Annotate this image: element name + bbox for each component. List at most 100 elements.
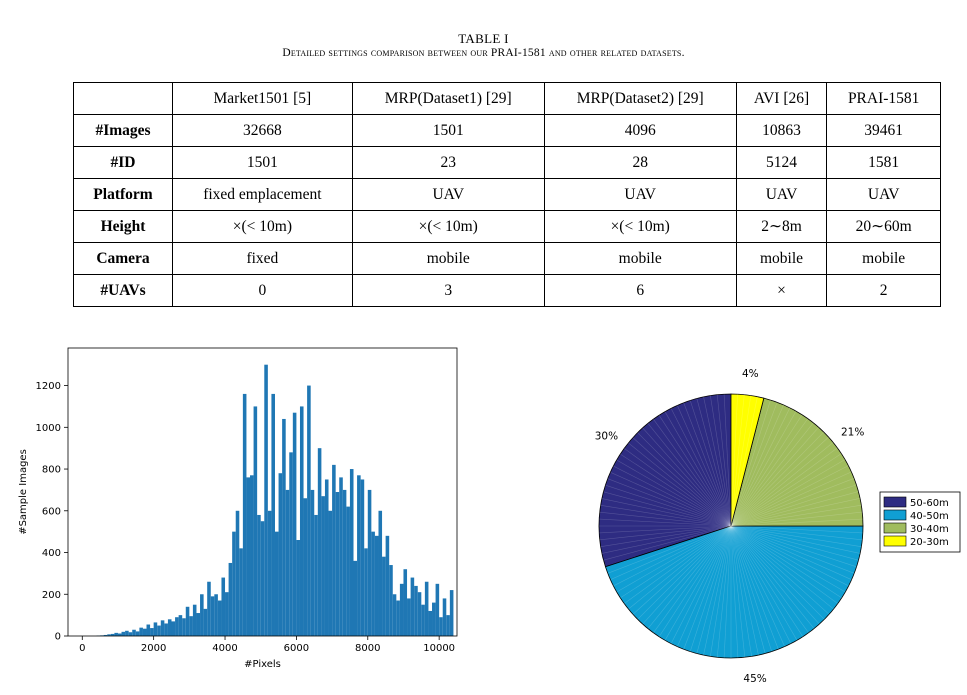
- histogram-bar: [200, 594, 204, 636]
- histogram-bar: [446, 615, 450, 636]
- pie-slice-hatch: [703, 525, 732, 656]
- pie-slice-hatch: [730, 525, 773, 652]
- histogram-bar: [142, 628, 147, 636]
- histogram-bar: [321, 496, 325, 636]
- pie-slice-hatch: [730, 459, 846, 527]
- pie-slice-hatch: [632, 437, 732, 527]
- legend-label: 20-30m: [910, 537, 949, 548]
- pie-slice-hatch: [716, 394, 732, 527]
- pie-slice-hatch: [730, 525, 834, 610]
- histogram-bar: [396, 600, 400, 636]
- histogram-bar: [250, 475, 254, 636]
- table-cell: mobile: [351, 242, 545, 275]
- pie-slice-hatch: [624, 525, 732, 604]
- histogram-bar: [203, 608, 208, 636]
- pie-slice-hatch: [730, 404, 784, 527]
- histogram-bar: [339, 477, 343, 636]
- histogram-bar: [403, 569, 408, 636]
- histogram-bar: [257, 514, 261, 636]
- pie-slice-hatch: [730, 525, 846, 593]
- histogram-bar: [342, 489, 347, 636]
- table-cell: 20∼60m: [826, 210, 941, 243]
- pie-slice-hatch: [730, 511, 863, 527]
- table-cell: mobile: [543, 242, 737, 275]
- histogram-bar: [253, 406, 258, 636]
- legend-swatch: [883, 509, 907, 521]
- pie-slice-hatch: [730, 525, 752, 657]
- histogram-bar: [185, 606, 190, 636]
- histogram-bar: [317, 448, 322, 636]
- pie-slice-hatch: [628, 442, 732, 527]
- histogram-bar: [439, 617, 443, 636]
- pie-slice-hatch: [670, 525, 732, 644]
- pie-slice-hatch: [710, 395, 732, 527]
- pie-slice-hatch: [730, 518, 863, 527]
- pie-slice-hatch: [730, 525, 746, 658]
- histogram-bar: [364, 548, 368, 636]
- histogram-bar: [242, 393, 247, 636]
- pie-slice-hatch: [658, 415, 732, 527]
- pie-slice-hatch: [730, 504, 862, 527]
- pie-slice-hatch: [730, 525, 815, 629]
- histogram-bar: [210, 596, 215, 636]
- pie-slice-hatch: [610, 472, 732, 527]
- histogram-bar: [192, 604, 197, 636]
- pie-slice-hatch: [613, 525, 732, 587]
- pie-slice-hatch: [664, 525, 732, 641]
- pie-percent-label: 4%: [742, 368, 759, 380]
- table-row: Camera fixed mobile mobile mobile mobile: [73, 242, 941, 275]
- histogram-bar: [289, 452, 293, 636]
- pie-slice-hatch: [683, 402, 732, 527]
- legend-swatch: [883, 496, 907, 508]
- histogram-bar: [407, 598, 411, 636]
- pie-slice-hatch: [664, 411, 732, 527]
- histogram-bar: [399, 583, 404, 636]
- pie-slice-hatch: [730, 525, 759, 656]
- pie-slice-hatch: [605, 484, 732, 527]
- pie-slice-hatch: [730, 525, 809, 633]
- histogram-bar: [103, 634, 108, 636]
- pie-slice-hatch: [600, 525, 732, 547]
- pie-percent-label: 21%: [841, 427, 864, 439]
- histogram-bar: [246, 477, 251, 636]
- pie-slice-hatch: [689, 400, 732, 527]
- plot-frame: [67, 347, 458, 637]
- x-tick-label: 4000: [212, 643, 237, 654]
- pie-slice-hatch: [730, 525, 859, 561]
- pie-slice-hatch: [730, 525, 804, 637]
- pie-slice-hatch: [607, 525, 732, 574]
- histogram-bar: [335, 492, 340, 636]
- y-tick-label: 800: [42, 465, 61, 476]
- legend-swatch: [883, 522, 907, 534]
- pie-slice: [730, 393, 765, 527]
- pie-slice-hatch: [723, 525, 732, 658]
- pie-slice-hatch: [603, 491, 732, 527]
- table-cell: 5124: [735, 146, 828, 179]
- histogram-bar: [132, 629, 136, 636]
- histogram-bar: [178, 615, 183, 636]
- y-tick-label: 0: [55, 632, 61, 643]
- histogram-bar: [303, 498, 308, 636]
- histogram-bar: [235, 510, 240, 636]
- histogram-bar: [221, 577, 226, 636]
- histogram-bar: [349, 469, 354, 636]
- histogram-bar: [228, 562, 233, 636]
- pie-slice-hatch: [730, 525, 863, 541]
- pie-slice-hatch: [599, 525, 732, 541]
- pie-slice-hatch: [730, 525, 838, 604]
- histogram-bar: [164, 623, 168, 636]
- histogram-bar: [214, 594, 218, 636]
- y-tick-label: 1200: [36, 381, 61, 392]
- comparison-table: Market1501 [5] MRP(Dataset1) [29] MRP(Da…: [73, 82, 941, 307]
- histogram-bar: [292, 412, 297, 636]
- pie-slice-hatch: [624, 448, 732, 527]
- pie-slice-hatch: [653, 525, 732, 633]
- pie-slice-hatch: [730, 410, 797, 527]
- x-tick-label: 10000: [423, 643, 455, 654]
- pie-slice-hatch: [647, 525, 732, 629]
- pie-slice-hatch: [730, 453, 842, 527]
- histogram-bar: [371, 531, 375, 636]
- pie-slice-hatch: [730, 525, 830, 615]
- pie-slice-hatch: [730, 525, 798, 641]
- histogram-bar: [282, 418, 286, 636]
